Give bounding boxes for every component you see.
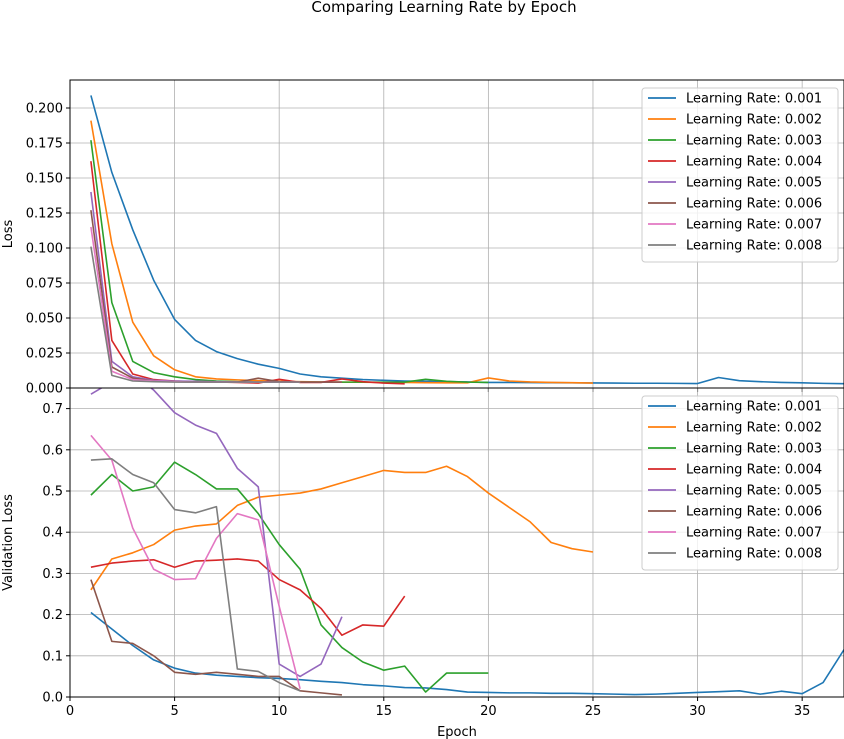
legend-entry: Learning Rate: 0.002 <box>686 113 822 128</box>
legend-box <box>641 395 839 571</box>
y-tick-label: 0.125 <box>26 207 63 222</box>
y-tick-label: 0.7 <box>42 402 63 417</box>
series-line-7 <box>90 434 301 689</box>
x-tick-label: 15 <box>376 704 393 719</box>
series-line-3 <box>90 140 489 384</box>
x-tick-label: 25 <box>585 704 602 719</box>
y-tick-label: 0.050 <box>26 312 63 327</box>
legend-entry: Learning Rate: 0.007 <box>686 218 822 233</box>
y-tick-label: 0.075 <box>26 277 63 292</box>
legend-entry: Learning Rate: 0.007 <box>686 526 822 541</box>
training-loss-panel: 0.000 0.025 0.050 0.075 0.100 0.125 0.150 0.175… <box>1 79 844 397</box>
series-line-5 <box>90 388 343 678</box>
y-tick-label: 0.175 <box>26 137 63 152</box>
y-tick-label: 0.4 <box>42 526 63 541</box>
x-axis-label: Epoch <box>437 725 477 739</box>
y-tick-label: 0.5 <box>42 485 63 500</box>
y-tick-label: 0.1 <box>42 649 63 664</box>
series-line-6 <box>90 210 342 383</box>
series-line-7 <box>90 226 301 383</box>
legend-entry: Learning Rate: 0.001 <box>686 92 822 107</box>
legend-entry: Learning Rate: 0.002 <box>686 421 822 436</box>
series-line-8 <box>90 246 301 383</box>
y-axis-label: Loss <box>1 220 16 249</box>
series-line-2 <box>90 465 594 591</box>
legend-entry: Learning Rate: 0.008 <box>686 239 822 254</box>
y-tick-label: 0.200 <box>26 102 63 117</box>
validation-loss-panel: 0 5 10 15 20 25 30 35 0.0 0.1 0.2 0.3 0.4 0.5 0.6 0.7 Va… <box>1 387 844 739</box>
series-line-4 <box>90 558 406 637</box>
legend-entry: Learning Rate: 0.005 <box>686 484 822 499</box>
series-line-1 <box>90 611 844 696</box>
series-line-8 <box>90 458 301 692</box>
legend-entry: Learning Rate: 0.006 <box>686 197 822 212</box>
legend-entry: Learning Rate: 0.006 <box>686 505 822 520</box>
x-tick-label: 10 <box>271 704 288 719</box>
legend-entry: Learning Rate: 0.005 <box>686 176 822 191</box>
legend-box <box>641 87 839 263</box>
y-tick-label: 0.150 <box>26 172 63 187</box>
series-line-3 <box>90 461 489 693</box>
y-tick-label: 0.6 <box>42 443 63 458</box>
y-tick-label: 0.025 <box>26 347 63 362</box>
legend-entry: Learning Rate: 0.008 <box>686 547 822 562</box>
legend-entry: Learning Rate: 0.004 <box>686 463 822 478</box>
legend: Learning Rate: 0.001 Learning Rate: 0.002… <box>641 87 839 263</box>
legend: Learning Rate: 0.001 Learning Rate: 0.002… <box>641 395 839 571</box>
series-lines <box>90 388 844 696</box>
x-tick-label: 0 <box>66 704 74 719</box>
y-tick-label: 0.100 <box>26 242 63 257</box>
series-line-2 <box>90 120 593 384</box>
series-line-6 <box>90 579 343 696</box>
chart-title: Comparing Learning Rate by Epoch <box>311 0 576 16</box>
legend-entry: Learning Rate: 0.003 <box>686 442 822 457</box>
axes-frame <box>69 387 844 698</box>
legend-entry: Learning Rate: 0.001 <box>686 400 822 415</box>
series-line-4 <box>90 161 405 385</box>
series-lines <box>90 95 844 385</box>
y-tick-label: 0.0 <box>42 691 63 706</box>
y-tick-label: 0.2 <box>42 608 63 623</box>
y-tick-label: 0.000 <box>26 382 63 397</box>
legend-entry: Learning Rate: 0.004 <box>686 155 822 170</box>
y-tick-label: 0.3 <box>42 567 63 582</box>
legend-entry: Learning Rate: 0.003 <box>686 134 822 149</box>
x-tick-label: 30 <box>689 704 706 719</box>
x-tick-label: 20 <box>480 704 497 719</box>
x-tick-label: 5 <box>170 704 178 719</box>
x-tick-label: 35 <box>794 704 811 719</box>
y-axis-label: Validation Loss <box>1 494 16 591</box>
